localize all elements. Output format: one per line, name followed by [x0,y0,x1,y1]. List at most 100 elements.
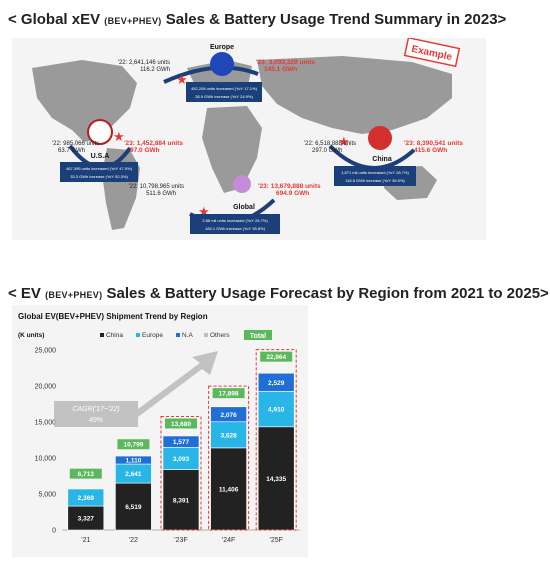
europe-inc-gwh: 28.9 GWh increase (YoY 24.9%) [195,94,253,99]
europe-increase-box [186,82,262,102]
bar-segment-na [257,372,295,392]
global-22-units: '22: 10,798,965 units [128,184,184,190]
bar-group: 3,327 2,369 6,713 '21 6,519 2,641 1,110 10,799 '… [67,349,297,544]
total-badge [260,351,293,362]
segment-value-label: 2,369 [78,495,95,502]
usa-label: U.S.A [91,153,110,160]
europe-23-units: '23: 3,093,329 units [256,59,315,66]
usa-flag-icon [87,119,113,145]
section1-title-pre: < Global xEV [8,11,105,28]
legend-label: China [106,332,123,339]
segment-value-label: 14,335 [266,476,286,483]
segment-value-label: 2,529 [268,380,285,387]
europe-22-units: '22: 2,641,146 units [118,60,170,66]
global-label: Global [233,204,255,211]
x-tick-label: '23F [174,537,187,544]
china-label: China [372,156,392,163]
legend-swatch-total [244,330,272,340]
segment-value-label: 1,577 [173,439,190,446]
total-value-label: 10,799 [123,442,143,449]
legend-label: Others [210,332,230,339]
y-tick-label: 15,000 [35,420,57,427]
legend-label: N.A [182,332,194,339]
usa-inc-units: 467,395 units increased (YoY 47.5%) [66,166,132,171]
legend-swatch [204,333,208,337]
star-markers: ★ ★ ★ ★ [113,72,350,219]
segment-value-label: 4,910 [268,407,285,414]
bar-segment-na [115,455,152,465]
total-value-label: 13,680 [171,421,191,428]
china-inc-gwh: 118.6 GWh increase (YoY 39.9%) [345,178,405,183]
usa-23-units: '23: 1,452,884 units [124,140,183,147]
segment-value-label: 8,391 [173,497,190,504]
china-flag-icon [368,126,392,150]
forecast-outline [208,385,250,531]
legend-swatch [100,333,104,337]
example-stamp: Example [403,36,461,68]
total-value-label: 22,964 [266,354,286,361]
usa-increase-box [60,162,138,182]
x-tick-label: '24F [222,537,235,544]
segment-value-label: 3,327 [78,516,95,523]
section1-title: < Global xEV (BEV+PHEV) Sales & Battery … [8,11,506,28]
global-23-units: '23: 13,679,888 units [258,183,321,190]
europe-inc-units: 452,208 units increased (YoY 17.1%) [191,86,257,91]
chart-title: Global EV(BEV+PHEV) Shipment Trend by Re… [18,312,208,321]
svg-text:★: ★ [113,129,125,144]
x-tick-label: '25F [269,537,282,544]
world-map-panel: ★ ★ ★ ★ Example Europe '22: 2,641,146 un… [12,36,486,240]
y-tick-label: 5,000 [38,492,56,499]
section2-title-post: Sales & Battery Usage Forecast by Region… [102,285,549,302]
forecast-chart-panel: Global EV(BEV+PHEV) Shipment Trend by Re… [12,305,308,557]
europe-22-gwh: 116.2 GWh [140,67,170,73]
y-tick-label: 0 [52,528,56,535]
global-inc-gwh: 183.1 GWh increase (YoY 35.8%) [205,226,265,231]
segment-value-label: 11,406 [219,486,239,493]
cagr-label: CAGR('17~'22) [72,406,119,413]
segment-value-label: 2,076 [220,412,237,419]
china-22-units: '22: 6,518,888 units [304,141,356,147]
bar-segment-europe [67,488,105,507]
global-inc-units: 2.88 mil units increased (YoY 26.7%) [202,218,268,223]
world-map-svg: ★ ★ ★ ★ Example Europe '22: 2,641,146 un… [32,36,463,234]
x-tick-label: '22 [129,537,138,544]
y-tick-label: 25,000 [35,348,57,355]
svg-text:★: ★ [198,204,210,219]
usa-22-gwh: 63.7 GWh [58,148,85,154]
segment-value-label: 3,628 [220,432,237,439]
china-22-gwh: 297.0 GWh [312,148,342,154]
legend-label-total: Total [250,333,266,340]
section1-title-small: (BEV+PHEV) [104,16,162,26]
section2-title-pre: < EV [8,285,46,302]
total-badge [117,439,150,450]
china-increase-box [334,166,416,186]
legend-swatch [176,333,180,337]
chart-legend: China Europe N.A Others Total [100,330,272,340]
bar-segment-na [162,435,200,448]
europe-label: Europe [210,44,234,51]
y-tick-label: 20,000 [35,384,57,391]
segment-value-label: 1,110 [125,458,141,465]
global-23-gwh: 694.9 GWh [276,190,309,197]
segment-value-label: 2,641 [125,471,142,478]
bar-segment-na [210,406,247,423]
total-value-label: 17,898 [219,391,239,398]
forecast-outline [255,349,297,531]
legend-label: Europe [142,332,163,339]
china-23-gwh: 415.6 GWh [414,147,447,154]
usa-inc-gwh: 33.3 GWh increase (YoY 52.3%) [70,174,128,179]
bar-segment-china [257,426,295,531]
cagr-annotation: CAGR('17~'22) 49% [54,351,218,427]
x-tick-label: '21 [81,537,90,544]
global-icon [233,175,251,193]
segment-value-label: 3,093 [173,456,190,463]
total-value-label: 6,713 [78,471,95,478]
bar-segment-china [115,482,152,531]
cagr-value: 49% [89,417,103,424]
y-axis-label: (K units) [18,332,44,339]
y-tick-label: 10,000 [35,456,57,463]
total-badge [212,388,245,399]
china-inc-units: 1,871 mil units increased (YoY 28.7%) [341,170,409,175]
total-badge [69,468,102,479]
section2-title: < EV (BEV+PHEV) Sales & Battery Usage Fo… [8,285,549,302]
